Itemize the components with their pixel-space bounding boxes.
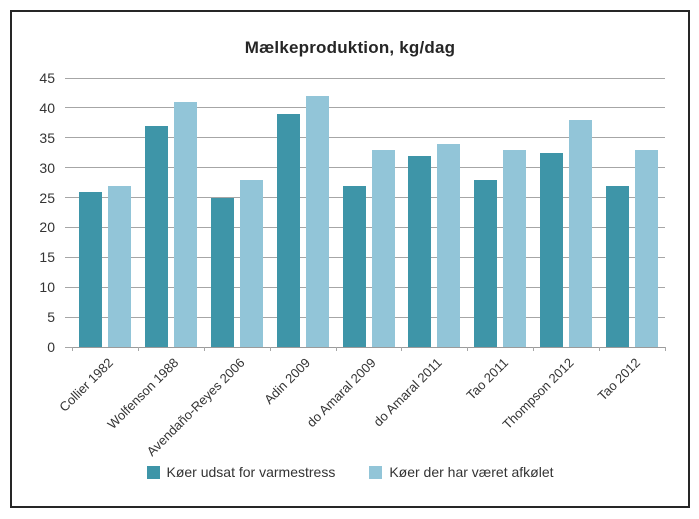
x-axis-tick	[665, 347, 666, 351]
bar-group	[599, 78, 665, 347]
y-axis-label: 40	[39, 99, 55, 116]
bar-series-1	[540, 152, 564, 347]
gridline	[72, 167, 665, 169]
bar-series-2	[635, 149, 659, 347]
bar-series-2	[503, 149, 527, 347]
chart-title: Mælkeproduktion, kg/dag	[244, 38, 456, 57]
bar-series-1	[474, 179, 498, 347]
x-axis-tick	[467, 347, 469, 351]
y-axis-label: 35	[39, 129, 55, 146]
bar-series-1	[210, 197, 234, 347]
bar-group	[336, 78, 402, 347]
bar-series-1	[606, 185, 630, 347]
y-axis-label: 25	[39, 189, 55, 206]
bar-group	[270, 78, 336, 347]
bar-group	[467, 78, 533, 347]
x-axis-tick	[72, 347, 73, 351]
x-axis-tick	[599, 347, 601, 351]
y-axis-tick	[65, 167, 72, 169]
gridline	[72, 197, 665, 199]
gridline	[72, 137, 665, 139]
y-axis-label: 5	[47, 309, 55, 326]
bar-group	[138, 78, 204, 347]
x-axis-label: Thompson 2012	[499, 355, 577, 433]
legend-label: Køer der har været afkølet	[389, 464, 554, 480]
bar-series-2	[107, 185, 131, 347]
y-axis-label: 45	[39, 70, 55, 86]
gridline	[72, 77, 665, 79]
y-axis-tick	[65, 256, 72, 258]
x-axis-tick	[137, 347, 139, 351]
x-axis-tick	[401, 347, 403, 351]
x-axis-label: Tao 2012	[594, 355, 643, 404]
chart-frame: Mælkeproduktion, kg/dag 45 40 35 30 25 20 15 10…	[10, 10, 690, 508]
y-axis-tick	[65, 107, 72, 109]
x-axis-label: Adin 2009	[261, 355, 314, 408]
plot-area: 45 40 35 30 25 20 15 10 5 0 Collier 1982 Wolfenson …	[39, 70, 666, 459]
x-axis-line	[72, 346, 665, 348]
y-axis-label: 30	[39, 159, 55, 176]
gridline	[72, 316, 665, 318]
y-axis-tick	[65, 286, 72, 288]
bar-series-2	[569, 119, 593, 347]
y-axis-tick	[65, 226, 72, 228]
y-axis-label: 0	[47, 339, 55, 355]
x-axis-label: Collier 1982	[55, 355, 116, 415]
bar-groups	[72, 78, 665, 347]
gridline	[72, 226, 665, 228]
x-axis-tick	[269, 347, 271, 351]
bar-group	[72, 78, 138, 347]
y-axis-tick	[65, 197, 72, 199]
y-axis-tick	[65, 137, 72, 139]
legend-swatch-icon	[369, 465, 383, 479]
bar-series-1	[342, 185, 366, 347]
y-axis-tick	[65, 346, 72, 348]
bar-series-2	[371, 149, 395, 347]
bar-series-2	[437, 143, 461, 347]
x-axis-label: do Amaral 2011	[370, 355, 445, 430]
y-axis-label: 20	[39, 219, 55, 236]
legend-label: Køer udsat for varmestress	[166, 464, 336, 480]
bar-series-2	[305, 95, 329, 347]
legend-swatch-icon	[146, 465, 160, 479]
legend-item-series-2: Køer der har været afkølet	[369, 464, 554, 480]
gridline	[72, 107, 665, 109]
bar-series-1	[144, 125, 168, 347]
y-axis-label: 15	[39, 249, 55, 266]
gridline	[72, 256, 665, 258]
y-axis-tick	[65, 316, 72, 318]
bar-group	[533, 78, 599, 347]
bar-group	[401, 78, 467, 347]
legend: Køer udsat for varmestress Køer der har v…	[12, 464, 688, 480]
bar-series-1	[408, 155, 432, 347]
y-axis-tick	[65, 77, 72, 79]
y-axis-label: 10	[39, 279, 55, 296]
x-axis-tick	[533, 347, 535, 351]
bar-series-2	[173, 101, 197, 347]
legend-item-series-1: Køer udsat for varmestress	[146, 464, 336, 480]
gridline	[72, 286, 665, 288]
x-axis-label: Tao 2011	[463, 355, 511, 403]
bar-series-1	[276, 113, 300, 347]
bar-group	[204, 78, 270, 347]
x-axis-label: do Amaral 2009	[304, 355, 380, 431]
bar-series-2	[239, 179, 263, 347]
x-axis-tick	[203, 347, 205, 351]
bar-series-1	[78, 191, 102, 347]
x-axis-tick	[335, 347, 337, 351]
